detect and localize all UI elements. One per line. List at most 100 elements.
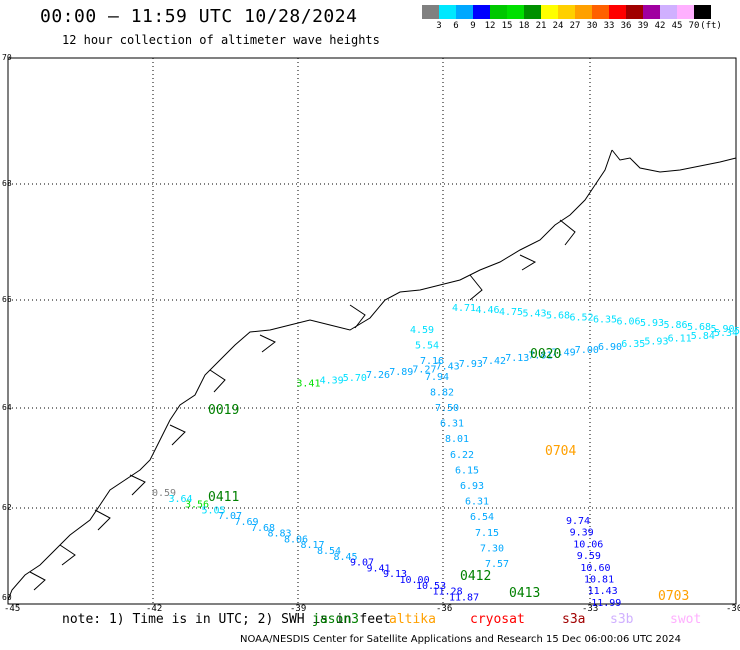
swh-value: 9.74 [566, 516, 590, 527]
scale-label: 9 [470, 21, 476, 31]
swh-value: 7.49 [552, 348, 576, 359]
swh-value: 5.68 [687, 322, 711, 333]
scale-swatch [660, 5, 677, 19]
swh-value: 5. [734, 326, 740, 337]
swh-value: 7.68 [251, 523, 275, 534]
lat-label: 62 [2, 503, 12, 512]
satellite-legend-item: jason3 [312, 612, 359, 627]
swh-value: 7.69 [235, 517, 259, 528]
scale-swatch [643, 5, 660, 19]
swh-value: 8.54 [317, 546, 341, 557]
swh-value: 6.31 [440, 419, 464, 430]
scale-label: 12 [484, 21, 496, 31]
satellite-legend-item: s3b [610, 612, 634, 627]
scale-swatch [609, 5, 626, 19]
satellite-legend-item: altika [389, 612, 436, 627]
lat-label-corner: 60 [2, 593, 12, 602]
swh-value: 5.70 [343, 373, 367, 384]
swh-value: 5.90 [711, 324, 735, 335]
swh-value: 11.43 [588, 586, 618, 597]
scale-label: 36 [620, 21, 632, 31]
scale-swatch [626, 5, 643, 19]
swh-value: 9.41 [367, 563, 391, 574]
scale-swatch [422, 5, 439, 19]
swh-value: 6.93 [460, 481, 484, 492]
scale-swatch [490, 5, 507, 19]
greenland-coastline [7, 149, 737, 601]
swh-value: 5.86 [664, 320, 688, 331]
scale-label: 24 [552, 21, 564, 31]
swh-value: 7.26 [366, 370, 390, 381]
pass-id-label: 0412 [460, 569, 491, 584]
lon-label: -33 [582, 604, 598, 614]
swh-value: 9.59 [577, 551, 601, 562]
swh-value: 4.71 [452, 303, 476, 314]
scale-label: 3 [436, 21, 442, 31]
scale-swatch [575, 5, 592, 19]
swh-value: 7.15 [475, 528, 499, 539]
swh-value: 6.31 [465, 497, 489, 508]
swh-value: 11.99 [591, 598, 621, 609]
swh-value: 3.64 [169, 494, 193, 505]
scale-swatch [456, 5, 473, 19]
scale-label: 27 [569, 21, 581, 31]
scale-label: 39 [637, 21, 649, 31]
scale-label: 6 [453, 21, 459, 31]
swh-value: 5.54 [415, 341, 439, 352]
map-frame [7, 57, 737, 605]
swh-value: 5.68 [546, 311, 570, 322]
graticule [8, 58, 736, 604]
lon-label: -42 [146, 604, 162, 614]
swh-value: 7.89 [389, 367, 413, 378]
scale-swatch [439, 5, 456, 19]
swh-value: 3.41 [296, 378, 320, 389]
swh-value: 6.15 [455, 465, 479, 476]
swh-value: 5.34 [714, 328, 738, 339]
swh-value: 5.93 [644, 336, 668, 347]
footer-note: note: 1) Time is in UTC; 2) SWH is in fe… [62, 612, 391, 627]
lon-label: -36 [436, 604, 452, 614]
swh-value: 7.93 [459, 359, 483, 370]
scale-label: 42 [654, 21, 666, 31]
scale-swatch [677, 5, 694, 19]
pass-labels: 0020 0019 0704 0411 0412 0413 0703 [208, 347, 689, 604]
swh-value: 7.07 [218, 511, 242, 522]
satellite-legend-item: swot [670, 612, 702, 627]
pass-id-label: 0413 [509, 586, 540, 601]
footer-credit: NOAA/NESDIS Center for Satellite Applica… [240, 634, 682, 645]
swh-value: 7.42 [482, 356, 506, 367]
swh-value: 10.81 [584, 575, 614, 586]
swh-value: 7.00 [575, 345, 599, 356]
swh-value: 6.22 [450, 450, 474, 461]
swh-value: 7.13 [505, 353, 529, 364]
pass-id-label: 0020 [530, 347, 561, 362]
swh-value: 4.46 [476, 305, 500, 316]
swh-value: 11.28 [433, 587, 463, 598]
swh-value: 9.07 [350, 558, 374, 569]
altimeter-tracks: 4.71 4.46 4.75 5.43 5.68 6.52 6.35 6.06 5.93 5.86… [152, 303, 740, 609]
axis-labels: 70 68 66 64 62 60 -45 -42 -39 -36 -33 -30 [2, 53, 740, 614]
lat-label: 70 [2, 53, 12, 62]
satellite-legend-item: cryosat [470, 612, 525, 627]
swh-value: 7.81 [528, 350, 552, 361]
page-title: 00:00 – 11:59 UTC 10/28/2024 [40, 6, 358, 27]
pass-id-label: 0411 [208, 490, 239, 505]
scale-unit: (ft) [700, 21, 722, 31]
swh-value: 6.11 [668, 334, 692, 345]
swh-value: 5.93 [640, 318, 664, 329]
swh-value: 4.39 [320, 376, 344, 387]
scale-swatch [592, 5, 609, 19]
swh-value: 6.90 [598, 342, 622, 353]
swh-value: 8.82 [430, 387, 454, 398]
swh-value: 6.35 [621, 339, 645, 350]
satellite-legend-item: s3a [562, 612, 586, 627]
swh-value: 6.06 [617, 316, 641, 327]
swh-value: 4.59 [410, 325, 434, 336]
swh-value: 10.00 [400, 575, 430, 586]
swh-value: 6.52 [570, 313, 594, 324]
swh-value: 9.39 [570, 528, 594, 539]
lat-label: 64 [2, 403, 12, 412]
color-scale-bar [422, 5, 711, 19]
swh-value: 8.17 [301, 540, 325, 551]
